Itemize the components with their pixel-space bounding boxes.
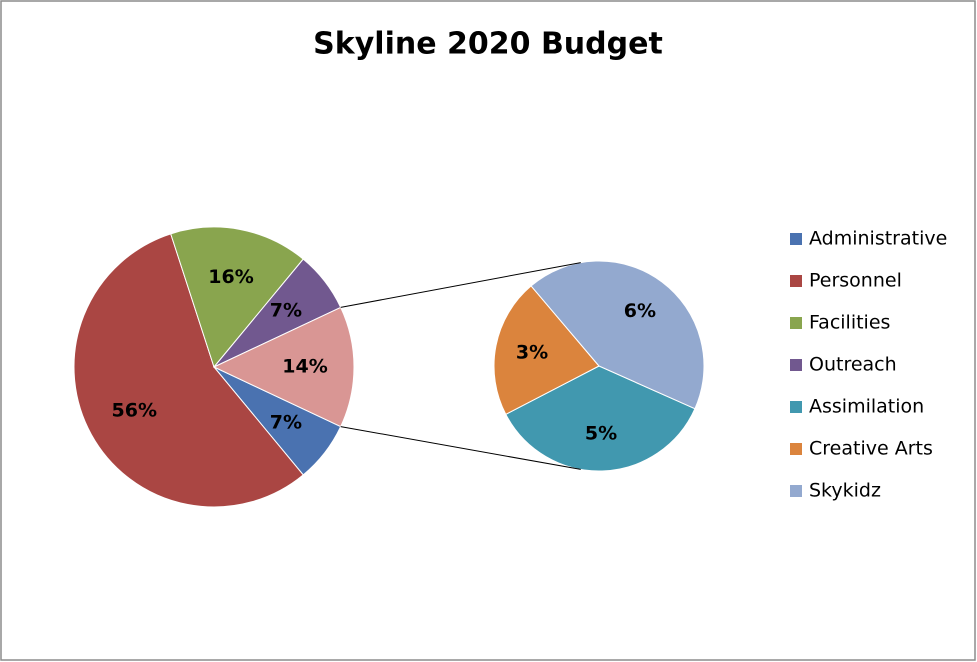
legend-label: Outreach — [809, 354, 897, 376]
value-label: 14% — [282, 356, 327, 378]
legend-swatch — [790, 443, 802, 455]
pie-slice — [73, 233, 304, 508]
value-label: 5% — [585, 423, 617, 445]
value-label: 7% — [270, 411, 302, 433]
legend-swatch — [790, 317, 802, 329]
value-label: 16% — [208, 266, 253, 288]
legend-swatch — [790, 233, 802, 245]
legend-swatch — [790, 275, 802, 287]
chart-title: Skyline 2020 Budget — [313, 27, 663, 62]
legend-label: Assimilation — [809, 396, 924, 418]
legend-label: Facilities — [809, 312, 890, 334]
legend-label: Administrative — [809, 228, 947, 250]
legend-swatch — [790, 401, 802, 413]
pie-slice — [530, 260, 705, 410]
legend-label: Personnel — [809, 270, 902, 292]
pie-slice — [505, 365, 696, 472]
pie-slice — [493, 285, 600, 416]
legend-swatch — [790, 485, 802, 497]
connector-line — [340, 426, 581, 470]
value-label: 3% — [516, 341, 548, 363]
value-label: 6% — [624, 300, 656, 322]
pie-slice — [170, 226, 304, 369]
value-label: 56% — [112, 399, 157, 421]
value-label: 7% — [270, 300, 302, 322]
pie-slice — [212, 306, 355, 428]
legend-swatch — [790, 359, 802, 371]
legend-label: Creative Arts — [809, 438, 933, 460]
connector-line — [340, 262, 581, 308]
legend-label: Skykidz — [809, 480, 881, 502]
